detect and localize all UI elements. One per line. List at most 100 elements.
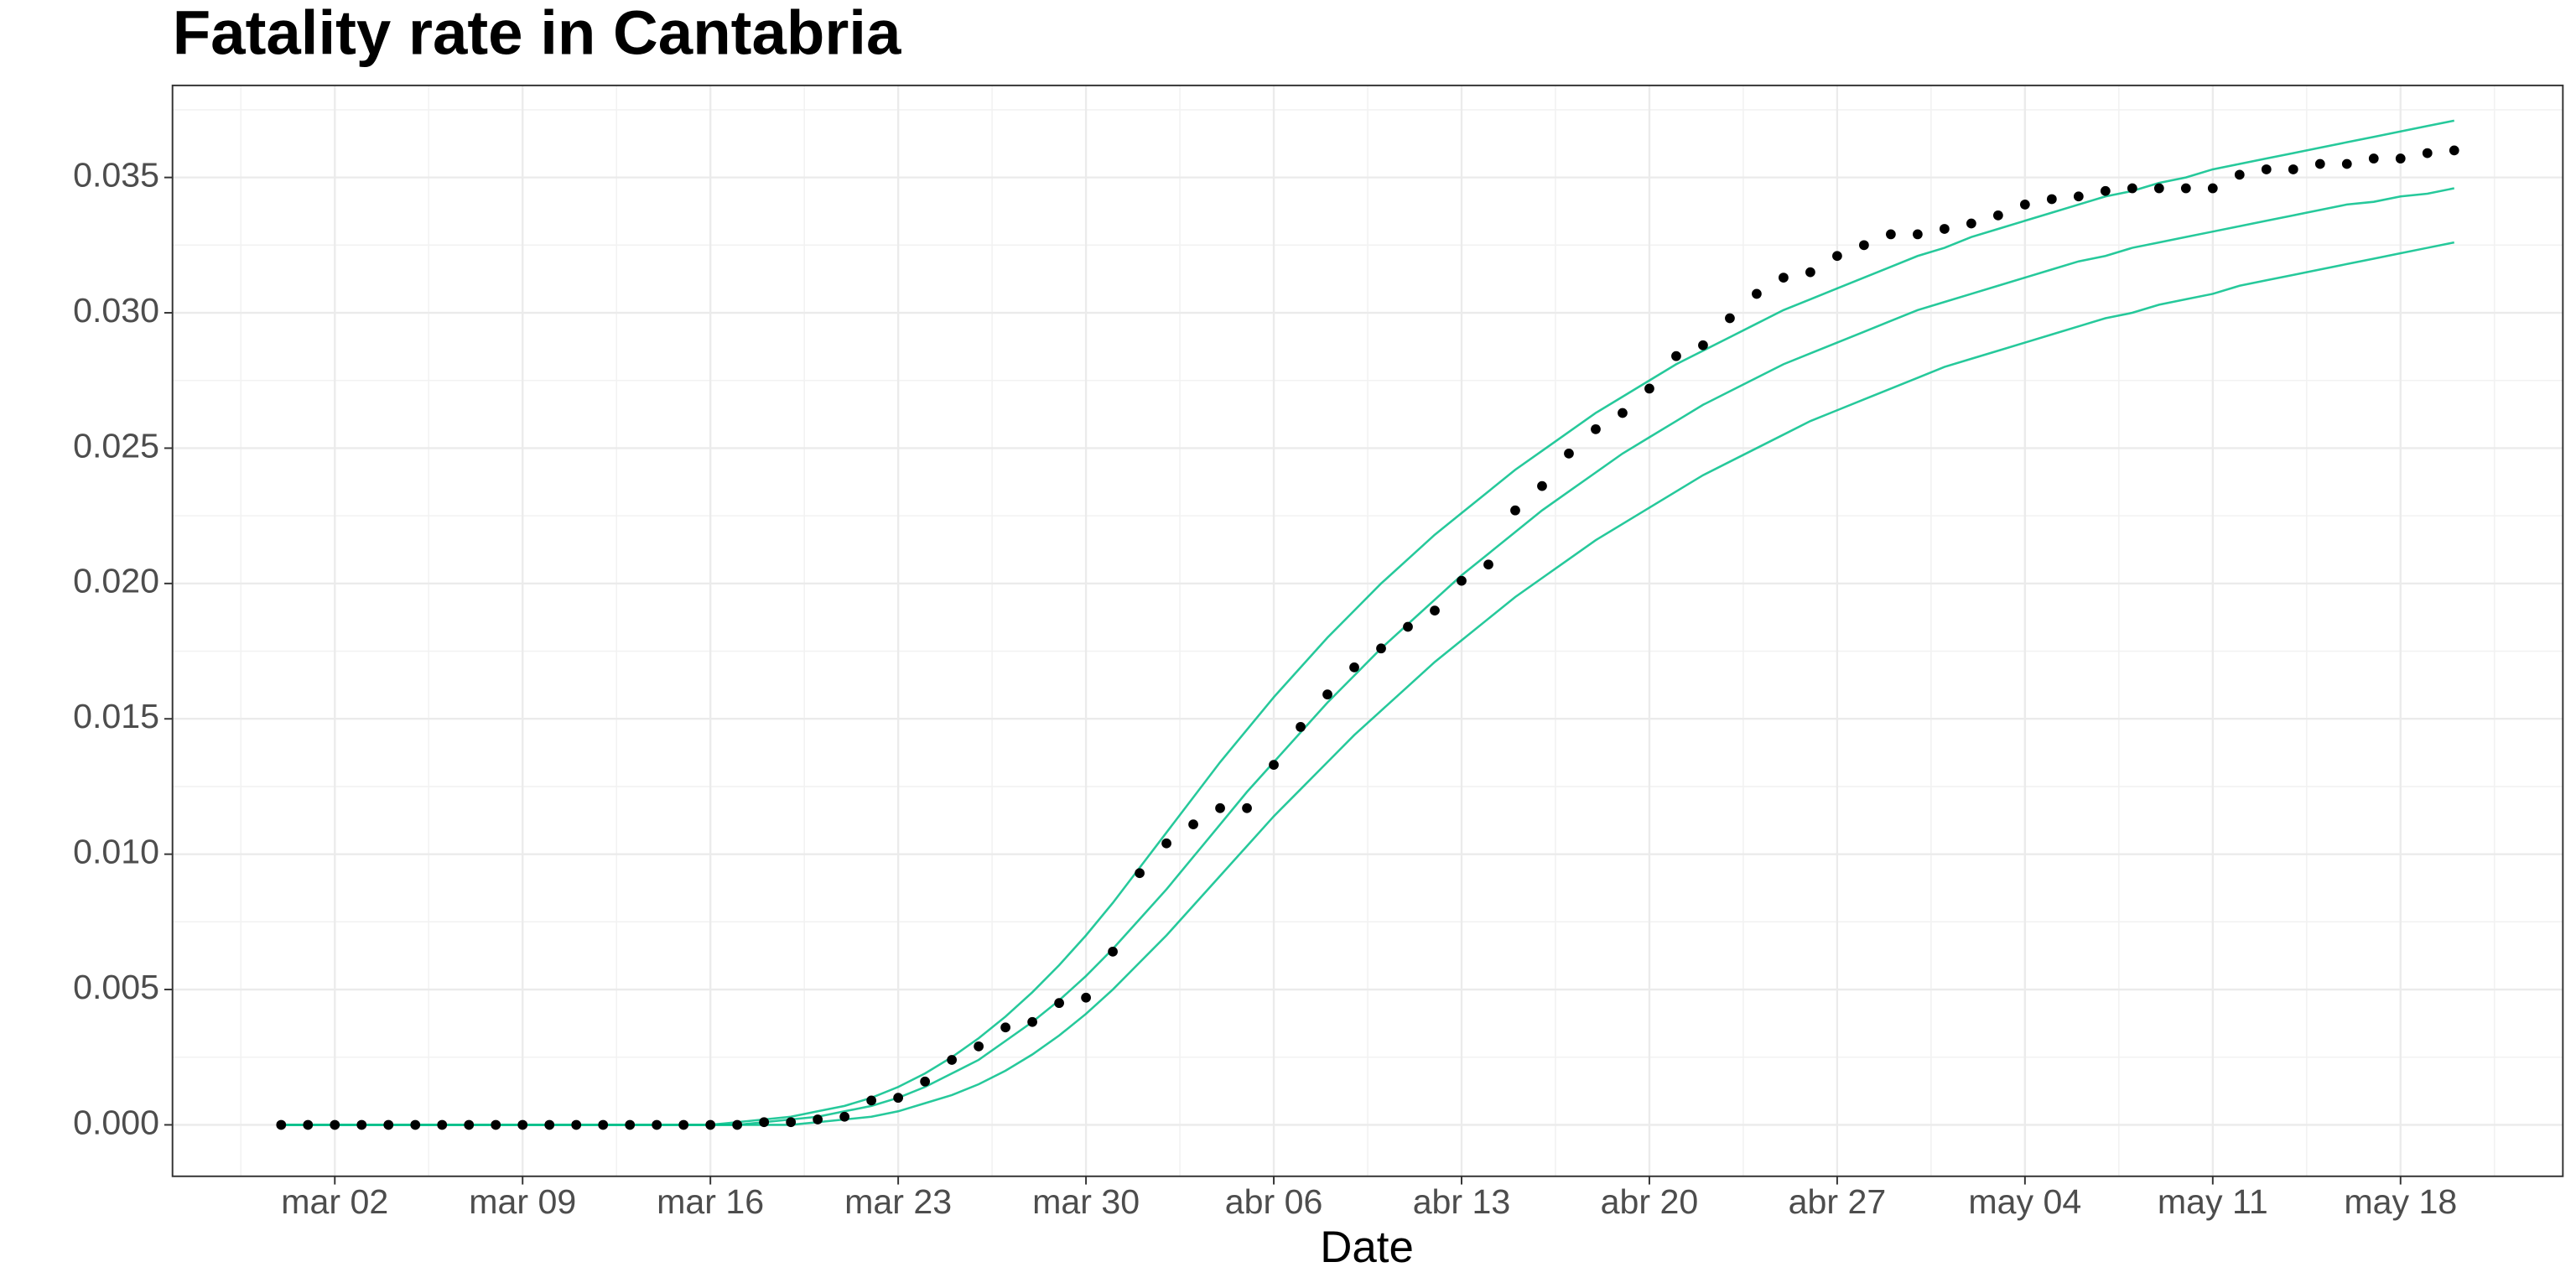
data-point [1322,689,1332,700]
data-point [1188,819,1198,830]
data-point [276,1119,287,1130]
data-point [2100,185,2111,196]
x-tick-label: mar 30 [1032,1182,1140,1221]
data-point [1457,575,1467,586]
data-point [1618,408,1628,418]
data-point [1644,383,1654,394]
y-tick-label: 0.035 [73,156,159,195]
data-point [813,1114,823,1124]
data-point [1992,210,2003,221]
data-point [652,1119,662,1130]
data-point [491,1119,501,1130]
y-tick-label: 0.025 [73,426,159,465]
x-tick-label: abr 13 [1413,1182,1511,1221]
data-point [2261,164,2272,174]
x-axis-label: Date [1320,1223,1414,1272]
data-point [464,1119,475,1130]
x-tick-label: abr 27 [1789,1182,1887,1221]
data-point [410,1119,421,1130]
y-tick-label: 0.015 [73,697,159,735]
data-point [1430,605,1440,615]
data-point [1591,423,1601,434]
data-point [1564,449,1574,459]
data-point [974,1041,984,1052]
data-point [2314,158,2325,169]
y-tick-label: 0.005 [73,968,159,1006]
data-point [1779,273,1789,283]
data-point [786,1117,797,1128]
plot-border [171,84,2564,1177]
data-point [2395,153,2406,164]
data-point [1000,1022,1010,1033]
data-point [330,1119,340,1130]
data-point [1403,621,1413,632]
y-tick-label: 0.000 [73,1103,159,1141]
data-point [2127,183,2137,194]
data-point [1054,998,1064,1009]
data-point [759,1117,770,1128]
data-point [1108,946,1118,957]
data-point [1376,643,1386,654]
data-point [1242,802,1252,813]
data-point [1269,760,1279,770]
data-point [517,1119,528,1130]
data-point [1215,802,1225,813]
series-line [281,241,2454,1126]
data-point [1805,267,1815,278]
data-point [947,1055,958,1065]
data-point [1832,251,1842,262]
data-point [1698,340,1708,351]
x-tick-label: mar 16 [657,1182,764,1221]
data-point [1752,288,1762,299]
data-point [1161,838,1171,849]
data-point [2449,145,2459,156]
data-point [2422,148,2433,158]
x-tick-label: may 04 [1968,1182,2081,1221]
x-tick-label: may 18 [2344,1182,2457,1221]
data-point [2341,158,2352,169]
data-point [839,1111,850,1122]
y-tick-label: 0.030 [73,291,159,330]
data-point [598,1119,609,1130]
data-point [2234,169,2245,180]
y-tick-label: 0.010 [73,833,159,871]
data-point [1913,229,1923,240]
x-tick-label: abr 06 [1225,1182,1323,1221]
x-tick-label: mar 02 [281,1182,388,1221]
data-point [732,1119,743,1130]
data-point [303,1119,314,1130]
data-point [356,1119,367,1130]
grid [172,85,2563,1176]
data-point [1859,240,1869,251]
data-point [437,1119,448,1130]
data-point [571,1119,582,1130]
data-point [1081,992,1091,1003]
data-point [1135,868,1145,879]
data-point [2288,164,2298,174]
data-point [866,1095,877,1106]
x-tick-label: mar 23 [844,1182,952,1221]
y-tick-label: 0.020 [73,562,159,600]
data-point [678,1119,689,1130]
data-point [2019,200,2030,210]
data-point [625,1119,636,1130]
x-tick-label: abr 20 [1601,1182,1699,1221]
data-point [1537,480,1547,491]
data-point [2207,183,2218,194]
data-point [383,1119,394,1130]
data-point [1349,662,1359,673]
data-point [2073,191,2084,202]
data-point [1966,218,1976,229]
x-tick-label: may 11 [2158,1182,2268,1221]
data-point [2153,183,2164,194]
data-point [544,1119,555,1130]
data-point [2180,183,2191,194]
data-point [1940,224,1950,234]
data-point [705,1119,716,1130]
data-point [1671,351,1681,361]
x-tick-label: mar 09 [469,1182,576,1221]
data-point [920,1076,931,1087]
data-point [1725,313,1735,324]
